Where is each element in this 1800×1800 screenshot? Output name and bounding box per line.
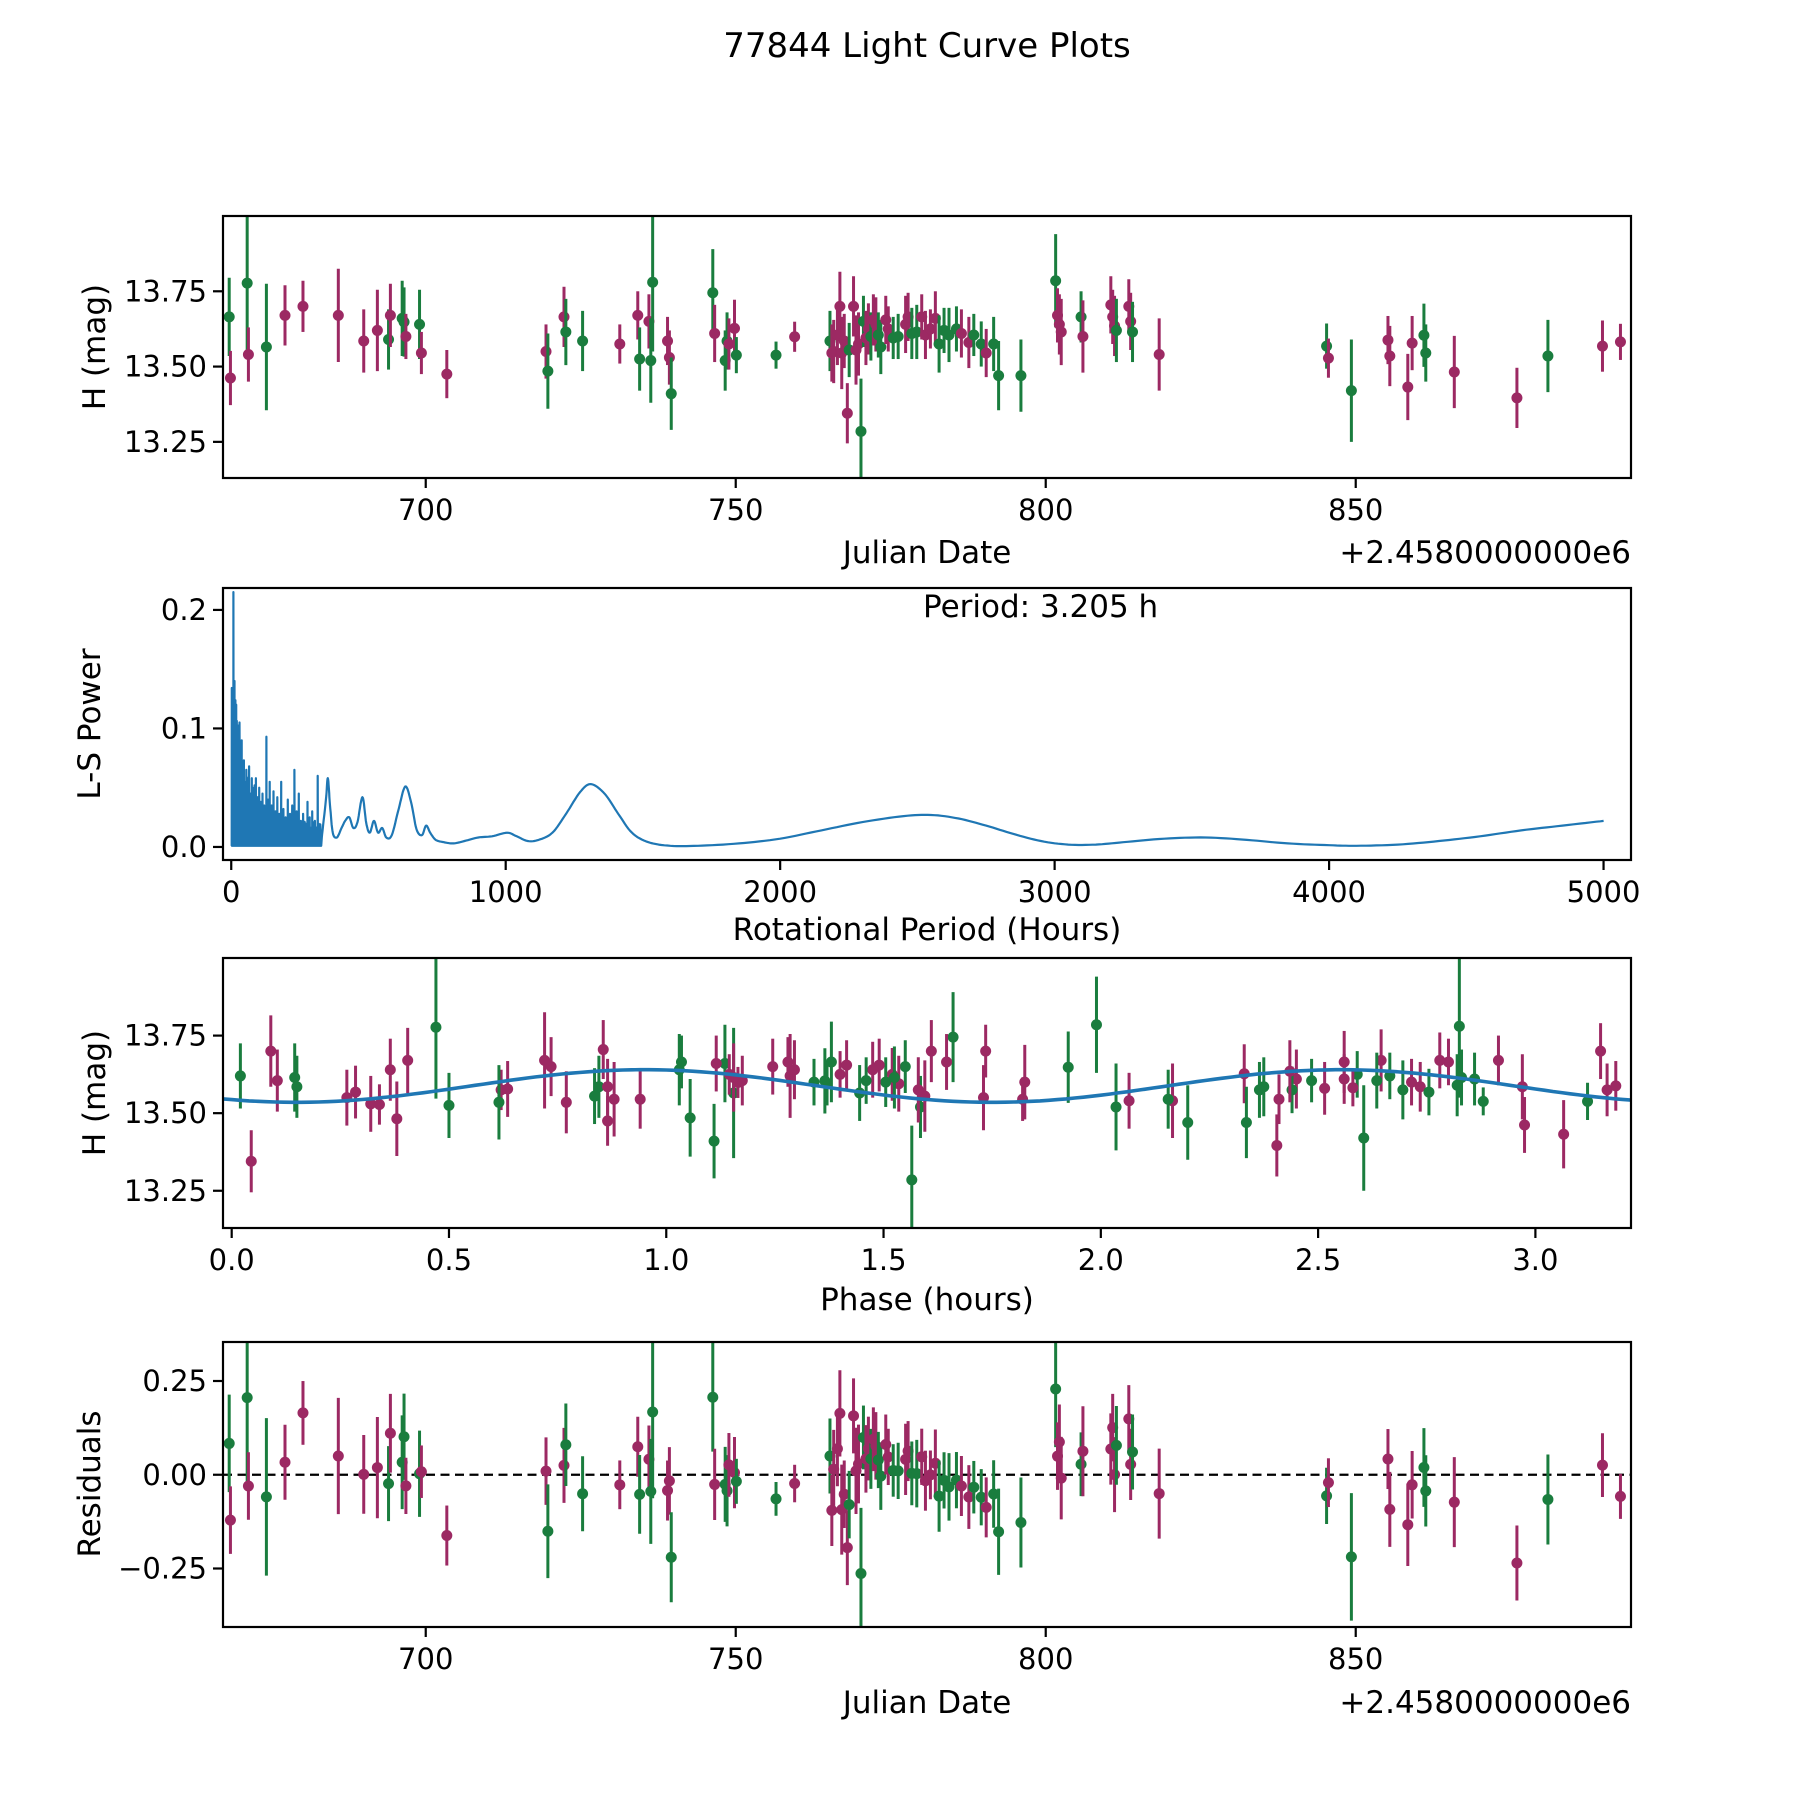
svg-text:13.25: 13.25 bbox=[124, 425, 207, 459]
svg-text:0.0: 0.0 bbox=[161, 830, 207, 864]
rotational-period-axis-label: Rotational Period (Hours) bbox=[732, 912, 1122, 948]
svg-text:0.00: 0.00 bbox=[142, 1458, 207, 1492]
jd-axis-label-top: Julian Date bbox=[842, 535, 1012, 571]
svg-text:850: 850 bbox=[1328, 493, 1383, 527]
svg-text:0.1: 0.1 bbox=[161, 711, 207, 745]
phase-folded-points bbox=[223, 958, 1631, 1228]
svg-text:2000: 2000 bbox=[743, 875, 817, 909]
svg-text:13.25: 13.25 bbox=[124, 1174, 207, 1208]
svg-text:700: 700 bbox=[398, 493, 453, 527]
svg-text:3000: 3000 bbox=[1018, 875, 1092, 909]
jd-magnitude-plot-axes: 700 750 800 850 13.25 13.50 13.75 bbox=[124, 214, 1633, 527]
phase-plot-axes: 0.0 0.5 1.0 1.5 2.0 2.5 3.0 13.25 13.50 13.75 bbox=[124, 956, 1633, 1277]
svg-text:0: 0 bbox=[222, 875, 240, 909]
svg-text:0.2: 0.2 bbox=[161, 593, 207, 627]
svg-text:750: 750 bbox=[708, 1642, 763, 1676]
svg-text:3.0: 3.0 bbox=[1512, 1243, 1558, 1277]
svg-text:1000: 1000 bbox=[469, 875, 543, 909]
svg-text:750: 750 bbox=[708, 493, 763, 527]
residuals-plot-axes: 700 750 800 850 −0.25 0.00 0.25 bbox=[118, 1340, 1633, 1676]
svg-text:4000: 4000 bbox=[1292, 875, 1366, 909]
jd-offset-text-top: +2.4580000000e6 bbox=[1339, 535, 1631, 571]
svg-text:13.50: 13.50 bbox=[124, 1096, 207, 1130]
residuals-axis-label: Residuals bbox=[72, 1410, 108, 1558]
svg-text:−0.25: −0.25 bbox=[118, 1552, 207, 1586]
jd-axis-label-bottom: Julian Date bbox=[842, 1685, 1012, 1721]
phase-axis-label: Phase (hours) bbox=[820, 1282, 1034, 1318]
svg-text:0.0: 0.0 bbox=[209, 1243, 255, 1277]
period-annotation: Period: 3.205 h bbox=[923, 589, 1159, 625]
jd-magnitude-points bbox=[223, 216, 1626, 478]
svg-text:800: 800 bbox=[1018, 493, 1073, 527]
figure-title: 77844 Light Curve Plots bbox=[723, 26, 1131, 66]
fit-curve bbox=[223, 1067, 1631, 1105]
svg-text:700: 700 bbox=[398, 1642, 453, 1676]
svg-text:2.0: 2.0 bbox=[1078, 1243, 1124, 1277]
svg-text:800: 800 bbox=[1018, 1642, 1073, 1676]
svg-text:850: 850 bbox=[1328, 1642, 1383, 1676]
svg-text:2.5: 2.5 bbox=[1295, 1243, 1341, 1277]
svg-text:5000: 5000 bbox=[1567, 875, 1641, 909]
svg-text:0.5: 0.5 bbox=[426, 1243, 472, 1277]
power-axis-label: L-S Power bbox=[72, 648, 108, 800]
jd-offset-text-bottom: +2.4580000000e6 bbox=[1339, 1685, 1631, 1721]
mag-axis-label-panel1: H (mag) bbox=[77, 283, 113, 411]
svg-text:0.25: 0.25 bbox=[142, 1364, 207, 1398]
periodogram-curve bbox=[230, 591, 1604, 848]
svg-text:1.0: 1.0 bbox=[643, 1243, 689, 1277]
svg-text:13.75: 13.75 bbox=[124, 274, 207, 308]
mag-axis-label-panel3: H (mag) bbox=[77, 1029, 113, 1157]
periodogram-plot-axes: 0 1000 2000 3000 4000 5000 0.0 0.1 0.2 bbox=[161, 586, 1641, 909]
svg-text:13.50: 13.50 bbox=[124, 350, 207, 384]
svg-text:13.75: 13.75 bbox=[124, 1019, 207, 1053]
svg-text:1.5: 1.5 bbox=[860, 1243, 906, 1277]
residual-points bbox=[223, 1342, 1631, 1627]
